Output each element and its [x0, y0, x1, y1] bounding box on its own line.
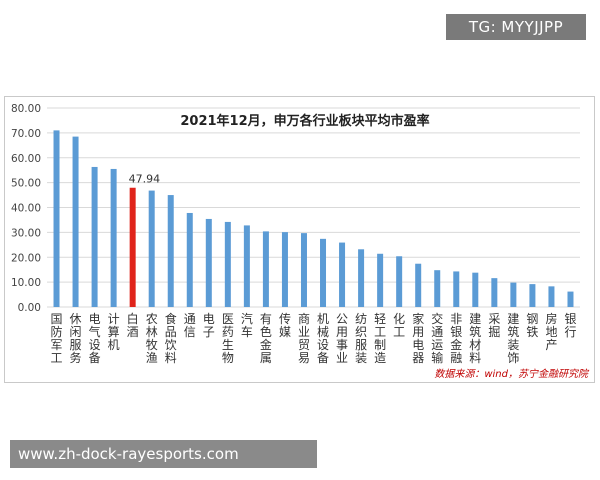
bar-21 [434, 270, 441, 307]
x-category-label: 计算机 [108, 312, 120, 352]
y-tick-label: 70.00 [11, 128, 41, 140]
bar-9 [205, 218, 212, 307]
x-category-label: 休闲服务 [70, 312, 82, 365]
x-category-label: 化工 [393, 312, 405, 339]
y-tick-label: 40.00 [11, 203, 41, 215]
x-category-label: 机械设备 [317, 312, 329, 365]
bar-13 [281, 232, 288, 307]
y-tick-label: 20.00 [11, 252, 41, 264]
x-category-label: 钢铁 [526, 312, 538, 339]
bar-25 [510, 282, 517, 307]
x-axis-category-labels: 国防军工休闲服务电气设备计算机白酒农林牧渔食品饮料通信电子医药生物汽车有色金属传… [51, 311, 577, 365]
bar-8 [186, 212, 193, 307]
bars [53, 130, 574, 307]
x-category-label: 轻工制造 [374, 312, 386, 365]
data-source-note: 数据来源：wind，苏宁金融研究院 [434, 368, 590, 380]
x-category-label: 国防军工 [51, 312, 63, 365]
x-category-label: 农林牧渔 [146, 312, 158, 365]
y-tick-label: 10.00 [11, 277, 41, 289]
y-tick-label: 30.00 [11, 227, 41, 239]
x-category-label: 通信 [184, 312, 196, 339]
bar-15 [320, 238, 327, 307]
y-axis-tick-labels: 0.00 10.00 20.00 30.00 40.00 50.00 60.00 70.00 8… [11, 103, 41, 314]
bar-1 [53, 130, 60, 307]
bar-3 [91, 166, 98, 307]
x-category-label: 电气设备 [89, 312, 101, 365]
bar-6 [148, 190, 155, 307]
bar-28 [567, 291, 574, 307]
bar-27 [548, 286, 555, 307]
bar-11 [243, 225, 250, 307]
site-url-watermark: www.zh-dock-rayesports.com [10, 440, 317, 468]
x-category-label: 家用电器 [412, 311, 424, 365]
x-category-label: 汽车 [241, 311, 253, 339]
gridlines [47, 107, 580, 308]
x-category-label: 房地产 [545, 311, 557, 352]
bar-14 [300, 233, 307, 307]
bar-17 [358, 249, 365, 307]
chart-frame: 0.00 10.00 20.00 30.00 40.00 50.00 60.00 70.00 8… [4, 96, 595, 383]
x-category-label: 公用事业 [336, 312, 348, 365]
pe-ratio-bar-chart: 0.00 10.00 20.00 30.00 40.00 50.00 60.00 70.00 8… [11, 103, 590, 380]
bar-2 [72, 136, 79, 307]
x-category-label: 采掘 [488, 312, 500, 339]
x-category-label: 电子 [203, 312, 215, 339]
bar-10 [224, 221, 231, 307]
x-category-label: 有色金属 [260, 312, 272, 365]
bar-24 [491, 278, 498, 307]
x-category-label: 传媒 [279, 311, 291, 339]
data-labels: 47.94 [129, 173, 161, 186]
bar-22 [453, 271, 460, 307]
bar-20 [415, 263, 422, 307]
y-tick-label: 80.00 [11, 103, 41, 115]
y-tick-label: 50.00 [11, 178, 41, 190]
bar-5 [129, 187, 136, 307]
bar-16 [339, 242, 346, 307]
x-category-label: 纺织服装 [355, 312, 367, 365]
bar-19 [396, 256, 403, 307]
x-category-label: 银行 [564, 312, 576, 339]
x-category-label: 白酒 [127, 311, 139, 339]
x-category-label: 建筑装饰 [507, 312, 519, 365]
data-label: 47.94 [129, 173, 161, 186]
x-category-label: 医药生物 [222, 312, 234, 365]
chart-title: 2021年12月，申万各行业板块平均市盈率 [180, 113, 429, 129]
bar-26 [529, 284, 536, 307]
bar-23 [472, 272, 479, 307]
tg-watermark-badge: TG: MYYJJPP [446, 14, 586, 40]
x-category-label: 食品饮料 [165, 311, 177, 365]
y-tick-label: 60.00 [11, 153, 41, 165]
bar-12 [262, 231, 269, 307]
bar-18 [377, 253, 384, 307]
bar-7 [167, 195, 174, 307]
x-category-label: 建筑材料 [469, 312, 481, 365]
bar-4 [110, 168, 117, 307]
y-tick-label: 0.00 [18, 302, 41, 314]
x-category-label: 交通运输 [431, 311, 443, 365]
x-category-label: 非银金融 [450, 312, 462, 365]
x-category-label: 商业贸易 [298, 311, 310, 365]
